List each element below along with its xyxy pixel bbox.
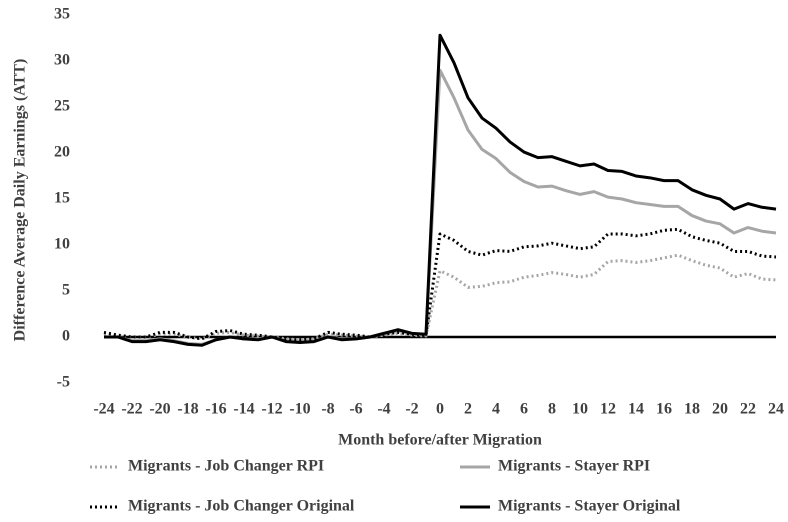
x-tick-label: -24 <box>93 401 114 418</box>
x-tick-label: 8 <box>548 401 556 418</box>
y-tick-label: 10 <box>54 236 70 253</box>
x-axis-label: Month before/after Migration <box>338 432 542 449</box>
legend-label: Migrants - Stayer RPI <box>498 458 650 475</box>
x-tick-label: -12 <box>261 401 282 418</box>
series-line <box>103 227 777 342</box>
x-tick-label: -8 <box>321 401 334 418</box>
y-tick-label: 35 <box>54 6 70 23</box>
series-line <box>104 68 777 346</box>
x-tick-label: -2 <box>405 401 418 418</box>
y-tick-label: 25 <box>54 98 70 115</box>
x-tick-label: -14 <box>233 401 254 418</box>
x-tick-label: -18 <box>177 401 198 418</box>
x-tick-label: -20 <box>149 401 170 418</box>
x-tick-label: 18 <box>684 401 700 418</box>
y-tick-label: 30 <box>54 52 70 69</box>
x-tick-label: 20 <box>712 401 728 418</box>
y-tick-label: 20 <box>54 144 70 161</box>
x-tick-label: 0 <box>436 401 444 418</box>
x-tick-label: 24 <box>768 401 784 418</box>
x-tick-label: 12 <box>600 401 616 418</box>
legend-label: Migrants - Job Changer RPI <box>128 458 324 475</box>
x-tick-label: 10 <box>572 401 588 418</box>
y-axis-label: Difference Average Daily Earnings (ATT) <box>12 59 29 342</box>
legend-label: Migrants - Job Changer Original <box>128 498 355 515</box>
x-tick-label: 16 <box>656 401 672 418</box>
series-line <box>104 33 777 347</box>
x-tick-label: 22 <box>740 401 756 418</box>
x-tick-label: 6 <box>520 401 528 418</box>
x-tick-label: -10 <box>289 401 310 418</box>
y-tick-label: 15 <box>54 190 70 207</box>
x-tick-label: 14 <box>628 401 644 418</box>
x-tick-label: -16 <box>205 401 226 418</box>
x-tick-label: -4 <box>377 401 390 418</box>
x-tick-label: -22 <box>121 401 142 418</box>
x-tick-label: 4 <box>492 401 500 418</box>
y-tick-label: 0 <box>62 328 70 345</box>
legend-label: Migrants - Stayer Original <box>498 498 681 515</box>
y-tick-label: 5 <box>62 282 70 299</box>
series-line <box>103 253 777 342</box>
y-tick-label: -5 <box>57 374 70 391</box>
x-tick-label: 2 <box>464 401 472 418</box>
x-tick-label: -6 <box>349 401 362 418</box>
